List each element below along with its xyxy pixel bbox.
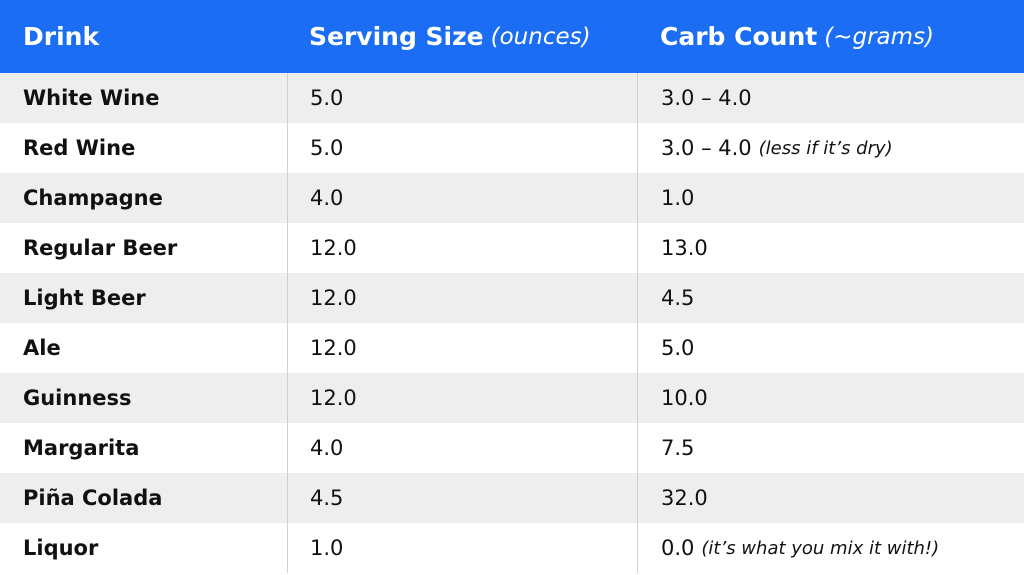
- serving-size: 1.0: [310, 536, 344, 560]
- drink-name: Ale: [23, 336, 61, 360]
- drink-cell: Light Beer: [0, 273, 287, 323]
- drink-cell: Liquor: [0, 523, 287, 573]
- drink-name: Piña Colada: [23, 486, 163, 510]
- drink-name: Margarita: [23, 436, 140, 460]
- drink-cell: White Wine: [0, 73, 287, 123]
- serving-size: 4.0: [310, 436, 344, 460]
- carb-note: (it’s what you mix it with!): [701, 537, 940, 559]
- carb-count: 4.5: [661, 286, 695, 310]
- carb-count: 5.0: [661, 336, 695, 360]
- carb-count: 32.0: [661, 486, 708, 510]
- carbs-cell: 5.0: [637, 323, 1024, 373]
- serving-size: 4.5: [310, 486, 344, 510]
- carb-count: 7.5: [661, 436, 695, 460]
- carb-count: 13.0: [661, 236, 708, 260]
- serving-cell: 12.0: [287, 323, 637, 373]
- serving-cell: 12.0: [287, 373, 637, 423]
- header-text: Drink: [23, 22, 100, 51]
- serving-cell: 1.0: [287, 523, 637, 573]
- carb-count: 3.0 – 4.0: [661, 136, 752, 160]
- drink-name: Red Wine: [23, 136, 136, 160]
- header-cell: Carb Count (~grams): [637, 0, 1024, 73]
- table-row: Margarita 4.0 7.5: [0, 423, 1024, 473]
- header-text: Serving Size: [309, 22, 484, 51]
- serving-size: 5.0: [310, 136, 344, 160]
- serving-cell: 12.0: [287, 273, 637, 323]
- header-row: Drink Serving Size (ounces) Carb Count (~gra…: [0, 0, 1024, 73]
- serving-size: 12.0: [310, 386, 357, 410]
- carb-count: 1.0: [661, 186, 695, 210]
- table-row: Champagne 4.0 1.0: [0, 173, 1024, 223]
- serving-cell: 5.0: [287, 123, 637, 173]
- carbs-cell: 7.5: [637, 423, 1024, 473]
- drink-name: Guinness: [23, 386, 132, 410]
- carbs-cell: 13.0: [637, 223, 1024, 273]
- table-row: Piña Colada 4.5 32.0: [0, 473, 1024, 523]
- drink-name: Liquor: [23, 536, 99, 560]
- header-cell: Drink: [0, 0, 287, 73]
- drink-cell: Regular Beer: [0, 223, 287, 273]
- drink-cell: Red Wine: [0, 123, 287, 173]
- drink-cell: Margarita: [0, 423, 287, 473]
- table-row: Ale 12.0 5.0: [0, 323, 1024, 373]
- serving-size: 5.0: [310, 86, 344, 110]
- carbs-cell: 32.0: [637, 473, 1024, 523]
- serving-cell: 4.0: [287, 173, 637, 223]
- carbs-cell: 1.0: [637, 173, 1024, 223]
- serving-cell: 12.0: [287, 223, 637, 273]
- serving-cell: 4.0: [287, 423, 637, 473]
- carbs-cell: 0.0 (it’s what you mix it with!): [637, 523, 1024, 573]
- table-row: White Wine 5.0 3.0 – 4.0: [0, 73, 1024, 123]
- header-text: Carb Count: [660, 22, 818, 51]
- serving-size: 12.0: [310, 236, 357, 260]
- drink-name: Regular Beer: [23, 236, 178, 260]
- drink-name: Light Beer: [23, 286, 146, 310]
- table-row: Red Wine 5.0 3.0 – 4.0 (less if it’s dry): [0, 123, 1024, 173]
- carb-count: 0.0: [661, 536, 695, 560]
- serving-size: 4.0: [310, 186, 344, 210]
- serving-size: 12.0: [310, 286, 357, 310]
- serving-size: 12.0: [310, 336, 357, 360]
- drink-cell: Champagne: [0, 173, 287, 223]
- carbs-cell: 4.5: [637, 273, 1024, 323]
- carbs-cell: 10.0: [637, 373, 1024, 423]
- table-row: Light Beer 12.0 4.5: [0, 273, 1024, 323]
- carb-count: 10.0: [661, 386, 708, 410]
- drink-cell: Guinness: [0, 373, 287, 423]
- serving-cell: 4.5: [287, 473, 637, 523]
- drink-cell: Ale: [0, 323, 287, 373]
- carbs-cell: 3.0 – 4.0: [637, 73, 1024, 123]
- header-cell: Serving Size (ounces): [287, 0, 637, 73]
- table-row: Guinness 12.0 10.0: [0, 373, 1024, 423]
- serving-cell: 5.0: [287, 73, 637, 123]
- carb-note: (less if it’s dry): [758, 137, 893, 159]
- table-row: Regular Beer 12.0 13.0: [0, 223, 1024, 273]
- drink-name: Champagne: [23, 186, 163, 210]
- header-note: (~grams): [824, 23, 934, 50]
- header-note: (ounces): [490, 23, 591, 50]
- drink-name: White Wine: [23, 86, 160, 110]
- carb-count: 3.0 – 4.0: [661, 86, 752, 110]
- table-row: Liquor 1.0 0.0 (it’s what you mix it with!): [0, 523, 1024, 573]
- carbs-cell: 3.0 – 4.0 (less if it’s dry): [637, 123, 1024, 173]
- drink-cell: Piña Colada: [0, 473, 287, 523]
